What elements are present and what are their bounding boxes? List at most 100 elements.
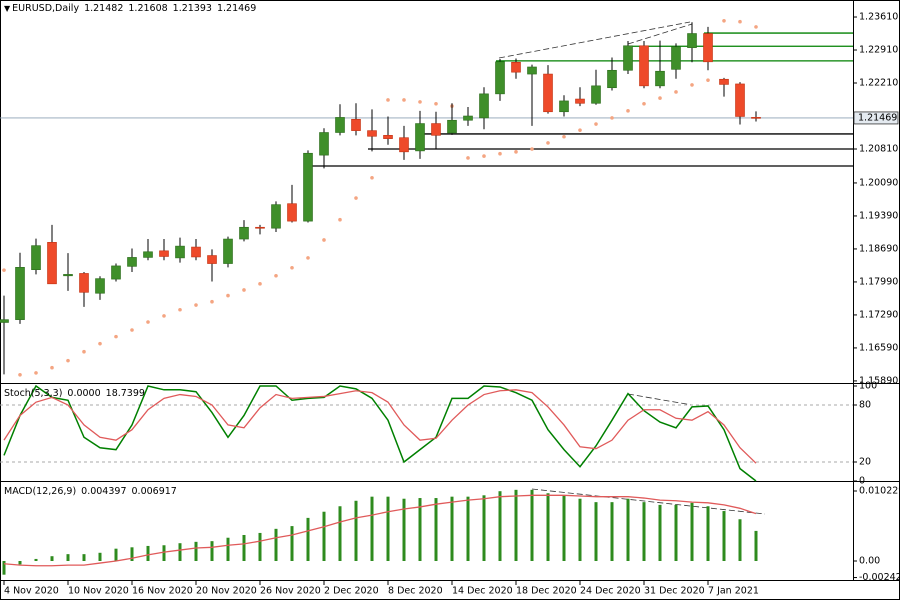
quote: 1.21393: [172, 3, 212, 14]
macd-bar: [242, 534, 246, 561]
candle-body: [495, 61, 505, 95]
candle-body: [623, 45, 633, 71]
x-tick-label: 14 Dec 2020: [452, 586, 513, 597]
macd-bar: [194, 541, 198, 561]
indicator-value: 0.004397: [81, 486, 127, 497]
macd-bar: [610, 502, 614, 561]
macd-bar: [434, 498, 438, 561]
candle-body: [15, 267, 25, 320]
macd-header: MACD(12,26,9) 0.004397 0.006917: [4, 486, 182, 497]
y-tick-label: 1.17290: [859, 309, 898, 320]
y-tick-label: 0.010229: [859, 485, 900, 496]
y-tick-label: 1.20090: [859, 177, 898, 188]
candle-body: [575, 98, 585, 104]
y-tick-label: 1.15890: [859, 375, 898, 386]
macd-bar: [322, 511, 326, 561]
sar-dot: [658, 96, 662, 100]
macd-bar: [514, 489, 518, 561]
macd-bar: [66, 554, 70, 561]
y-tick-label: 1.17990: [859, 276, 898, 287]
y-tick-label: 1.23610: [859, 12, 898, 23]
menu-arrow[interactable]: ▼: [4, 4, 11, 13]
candle-body: [415, 123, 425, 152]
candle-body: [543, 73, 553, 113]
candle-body: [79, 273, 89, 293]
sar-dot: [626, 109, 630, 113]
sar-dot: [466, 156, 470, 160]
indicator-line: [3, 389, 757, 464]
macd-bar: [594, 502, 598, 561]
trendline: [531, 488, 766, 515]
sar-dot: [322, 238, 326, 242]
y-tick-label: 20: [859, 457, 871, 468]
indicator-title: MACD(12,26,9): [4, 486, 77, 497]
sar-dot: [674, 90, 678, 94]
macd-bar: [722, 511, 726, 561]
sar-dot: [162, 314, 166, 318]
macd-bar: [274, 528, 278, 561]
macd-bar: [34, 558, 38, 561]
x-tick-label: 16 Nov 2020: [132, 586, 193, 597]
candle-body: [335, 117, 345, 133]
candle-body: [95, 278, 105, 294]
candle-body: [143, 251, 153, 258]
macd-bar: [162, 545, 166, 561]
sar-dot: [242, 288, 246, 292]
candle-body: [639, 45, 649, 87]
x-tick-label: 24 Dec 2020: [580, 586, 641, 597]
sar-dot: [722, 18, 726, 23]
sar-dot: [738, 19, 742, 24]
candle-body: [127, 257, 137, 267]
sar-dot: [530, 147, 534, 151]
candle-body: [63, 274, 73, 277]
sar-dot: [482, 154, 486, 158]
sar-dot: [306, 256, 310, 260]
macd-bar: [130, 547, 134, 561]
macd-bar: [338, 506, 342, 561]
macd-bar: [98, 552, 102, 561]
x-tick-label: 2 Dec 2020: [324, 586, 379, 597]
macd-bar: [290, 526, 294, 561]
sar-dot: [402, 98, 406, 102]
macd-bar: [738, 519, 742, 561]
sar-dot: [562, 134, 566, 139]
sar-dot: [434, 101, 438, 106]
macd-bar: [210, 541, 214, 561]
macd-bar: [466, 496, 470, 561]
x-tick-label: 20 Nov 2020: [196, 586, 257, 597]
candle-body: [655, 70, 665, 87]
sar-dot: [386, 98, 390, 102]
candle-body: [111, 265, 121, 280]
candle-body: [191, 246, 201, 258]
y-tick-label: 1.22910: [859, 45, 898, 56]
candle-body: [607, 69, 617, 89]
macd-bar: [578, 498, 582, 561]
sar-dot: [418, 100, 422, 104]
sar-dot: [610, 116, 614, 120]
candle-body: [703, 33, 713, 63]
candle-body: [591, 85, 601, 104]
candle-body: [735, 83, 745, 117]
y-tick-label: -0.00242: [859, 572, 900, 583]
sar-dot: [98, 341, 102, 346]
macd-bar: [258, 532, 262, 561]
candle-body: [559, 100, 569, 113]
macd-bar: [706, 506, 710, 561]
candle-body: [207, 255, 217, 264]
sar-dot: [82, 349, 86, 354]
candle-body: [399, 137, 409, 153]
indicator-value: 18.7399: [105, 388, 145, 399]
macd-bar: [674, 504, 678, 561]
sar-dot: [226, 293, 230, 298]
macd-bar: [146, 545, 150, 561]
macd-bar: [482, 495, 486, 561]
macd-bar: [386, 496, 390, 561]
y-tick-label: 0.00: [859, 555, 880, 566]
candle-body: [47, 242, 57, 285]
sar-dot: [690, 83, 694, 87]
candle-body: [511, 61, 521, 73]
candle-body: [367, 130, 377, 137]
sar-dot: [642, 101, 646, 106]
candle-body: [687, 33, 697, 48]
